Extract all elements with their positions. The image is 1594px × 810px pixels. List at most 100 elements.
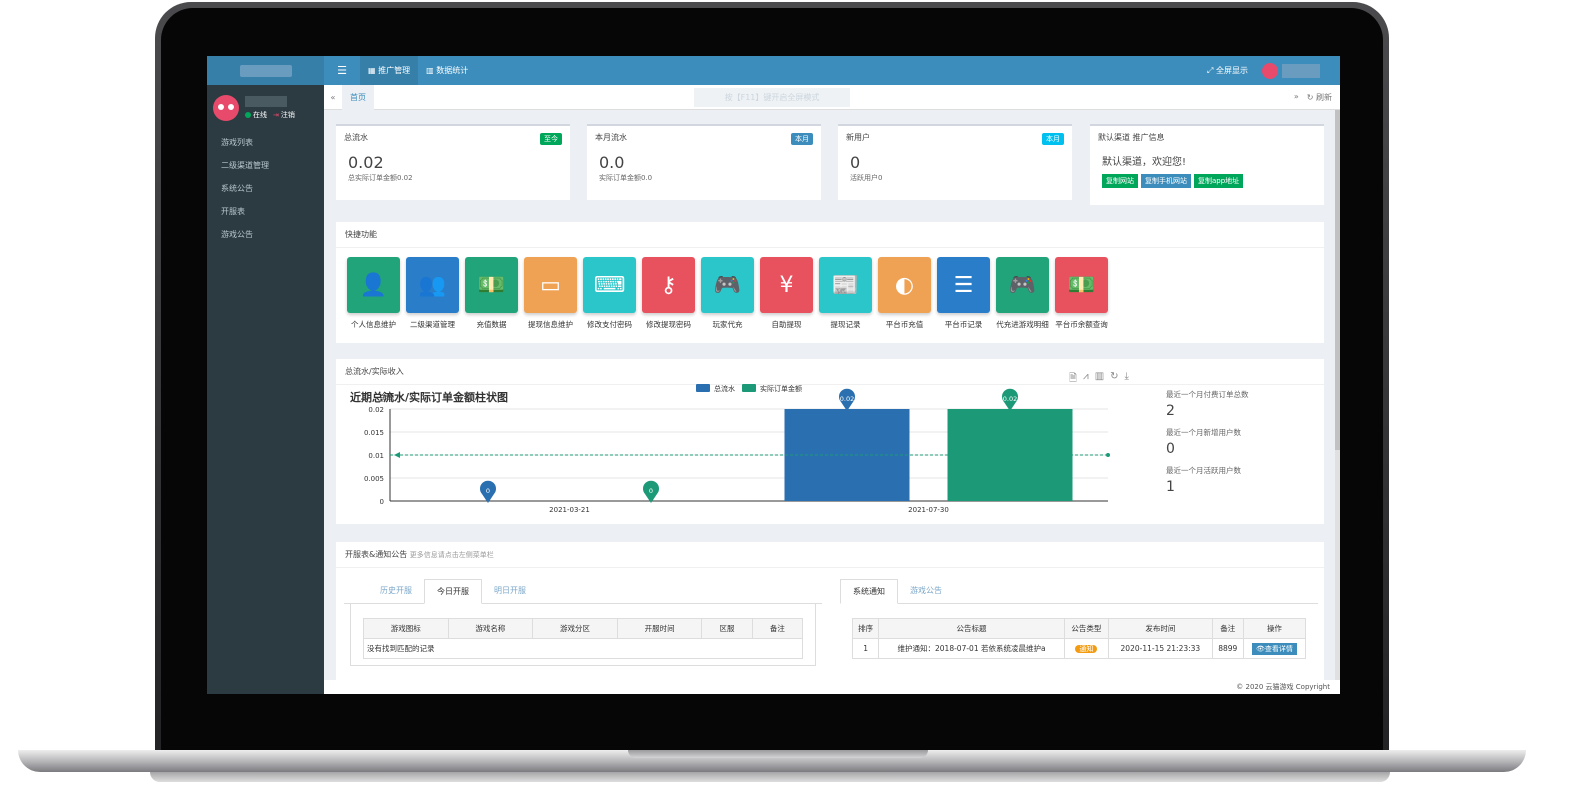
tabs-prev-icon[interactable]: «	[330, 92, 336, 102]
user-icon[interactable]: 👤	[347, 257, 400, 313]
column-header[interactable]: 操作	[1242, 618, 1307, 639]
keyboard-icon[interactable]: ⌨	[583, 257, 636, 313]
fullscreen-button[interactable]: ⤢ 全屏显示	[1207, 65, 1248, 76]
top-navbar: ☰ ▦ 推广管理 ▥ 数据统计 ⤢ 全屏显示	[324, 56, 1340, 85]
brand-name-redacted	[239, 64, 292, 77]
laptop-notch	[628, 750, 928, 758]
view-details-button[interactable]: 👁查看详情	[1252, 642, 1297, 655]
bar-switch-icon[interactable]: ▥	[1094, 371, 1105, 382]
tab-today-servers[interactable]: 今日开服	[424, 579, 482, 604]
value-marker	[480, 480, 496, 503]
shortcuts-panel: 快捷功能 👤 个人信息维护 👥 二级渠道管理 💵 充值数据 ▭ 提现信息维护 ⌨ 修改支付密码 ⚷ 修…	[336, 222, 1324, 343]
sidebar-item-game-list[interactable]: 游戏列表	[221, 138, 253, 147]
expand-icon: ⤢	[1207, 66, 1216, 75]
tab-history-servers[interactable]: 历史开服	[380, 586, 412, 595]
shortcut-1[interactable]: 👥 二级渠道管理	[406, 257, 459, 330]
shortcut-4[interactable]: ⌨ 修改支付密码	[583, 257, 636, 330]
credit-card-icon[interactable]: ▭	[524, 257, 577, 313]
online-label: 在线	[253, 111, 267, 119]
shortcut-3[interactable]: ▭ 提现信息维护	[524, 257, 577, 330]
x-tick-label: 2021-07-30	[908, 506, 949, 514]
gamepad-icon[interactable]: 🎮	[701, 257, 754, 313]
legend-label: 总流水	[714, 384, 735, 393]
column-header[interactable]: 开服时间	[616, 618, 703, 639]
money-icon[interactable]: ◐	[878, 257, 931, 313]
notice-table: 排序 公告标题 公告类型 发布时间 备注 操作 1 维护通知：2018-07-0…	[851, 618, 1307, 659]
shortcut-0[interactable]: 👤 个人信息维护	[347, 257, 400, 330]
stat-card-new-users: 新用户 本月 0 活跃用户0	[838, 124, 1072, 200]
y-axis-label: 金额	[380, 392, 394, 401]
sidebar-item-system-notice[interactable]: 系统公告	[221, 184, 253, 193]
tab-statistics[interactable]: ▥ 数据统计	[418, 56, 476, 85]
brand-logo[interactable]	[207, 56, 324, 85]
user-avatar[interactable]	[1262, 62, 1278, 79]
user-name-redacted	[245, 96, 287, 107]
value-marker-label: 0.02	[840, 395, 854, 403]
shortcut-9[interactable]: ◐ 平台币充值	[878, 257, 931, 330]
promo-welcome: 默认渠道，欢迎您!	[1102, 157, 1187, 168]
shortcut-11[interactable]: 🎮 代充进游戏明细	[996, 257, 1049, 330]
tab-promotion[interactable]: ▦ 推广管理	[360, 56, 419, 85]
refresh-label: 刷新	[1316, 92, 1332, 102]
promo-card: 默认渠道 推广信息 默认渠道，欢迎您! 复制网站 复制手机网站 复制app地址	[1090, 124, 1324, 205]
tabs-next-icon[interactable]: »	[1293, 91, 1299, 101]
column-header[interactable]: 排序	[851, 618, 880, 639]
page-scrollbar[interactable]	[1335, 110, 1340, 680]
shortcut-8[interactable]: 📰 提现记录	[819, 257, 872, 330]
user-menu-redacted[interactable]	[1282, 63, 1320, 78]
column-header[interactable]: 游戏分区	[532, 618, 618, 639]
download-icon[interactable]: ⤓	[1124, 371, 1129, 382]
shortcut-6[interactable]: 🎮 玩家代充	[701, 257, 754, 330]
shortcut-label: 提现信息维护	[528, 320, 573, 329]
copy-app-url-button[interactable]: 复制app地址	[1194, 174, 1244, 188]
table-row: 1 维护通知：2018-07-01 若依系统凌晨维护a 通知 2020-11-1…	[851, 638, 1307, 659]
side-stats: 最近一个月付费订单总数 2 最近一个月新增用户数 0 最近一个月活跃用户数 1	[1166, 389, 1336, 503]
logout-link[interactable]: ⇥ 注销	[273, 110, 295, 120]
column-header[interactable]: 公告类型	[1063, 618, 1110, 639]
copy-mobile-site-button[interactable]: 复制手机网站	[1141, 174, 1191, 188]
column-header[interactable]: 发布时间	[1108, 618, 1213, 639]
sidebar-item-server-schedule[interactable]: 开服表	[221, 207, 245, 216]
line-switch-icon[interactable]: ⩘	[1083, 371, 1089, 382]
column-header[interactable]: 游戏名称	[447, 618, 534, 639]
value-marker-label: 0	[649, 487, 653, 495]
list-icon[interactable]: ☰	[937, 257, 990, 313]
column-header[interactable]: 区服	[701, 618, 753, 639]
tab-tomorrow-servers[interactable]: 明日开服	[494, 586, 526, 595]
column-header[interactable]: 备注	[751, 618, 804, 639]
sidebar-item-sub-channel[interactable]: 二级渠道管理	[221, 161, 269, 170]
tab-system-notice[interactable]: 系统通知	[840, 579, 898, 604]
sidebar-toggle-icon[interactable]: ☰	[337, 64, 347, 77]
money-icon[interactable]: 💵	[1055, 257, 1108, 313]
tab-game-notice[interactable]: 游戏公告	[910, 586, 942, 595]
gamepad-icon[interactable]: 🎮	[996, 257, 1049, 313]
shortcut-10[interactable]: ☰ 平台币记录	[937, 257, 990, 330]
newspaper-icon[interactable]: 📰	[819, 257, 872, 313]
column-header[interactable]: 备注	[1211, 618, 1244, 639]
user-plus-icon[interactable]: 👥	[406, 257, 459, 313]
fullscreen-tip: 按【F11】键开启全屏模式	[694, 88, 850, 107]
tab-home[interactable]: 首页	[342, 84, 374, 110]
chart-panel: 总流水/实际收入 近期总流水/实际订单金额柱状图 金额 总流水 实际订单金额 0.02 0…	[336, 359, 1324, 524]
refresh-button[interactable]: ↻ 刷新	[1307, 92, 1332, 103]
column-header[interactable]: 游戏图标	[363, 618, 449, 639]
copy-site-button[interactable]: 复制网站	[1102, 174, 1138, 188]
data-view-icon[interactable]: 🗎	[1069, 373, 1078, 384]
chart-toolbox: 🗎 ⩘ ▥ ↻ ⤓	[1069, 371, 1129, 388]
value-marker	[839, 388, 855, 411]
shortcut-7[interactable]: ¥ 自助提现	[760, 257, 813, 330]
shortcut-label: 二级渠道管理	[410, 320, 455, 329]
yen-icon[interactable]: ¥	[760, 257, 813, 313]
money-icon[interactable]: 💵	[465, 257, 518, 313]
sidebar-item-game-notice[interactable]: 游戏公告	[221, 230, 253, 239]
notice-title[interactable]: 维护通知：2018-07-01 若依系统凌晨维护a	[878, 638, 1065, 659]
notice-time: 2020-11-15 21:23:33	[1108, 638, 1213, 659]
scrollbar-thumb[interactable]	[1335, 110, 1340, 450]
key-icon[interactable]: ⚷	[642, 257, 695, 313]
shortcut-2[interactable]: 💵 充值数据	[465, 257, 518, 330]
laptop-foot	[150, 772, 1390, 782]
shortcut-5[interactable]: ⚷ 修改提现密码	[642, 257, 695, 330]
shortcut-12[interactable]: 💵 平台币余额查询	[1055, 257, 1108, 330]
restore-icon[interactable]: ↻	[1110, 371, 1119, 382]
column-header[interactable]: 公告标题	[878, 618, 1065, 639]
